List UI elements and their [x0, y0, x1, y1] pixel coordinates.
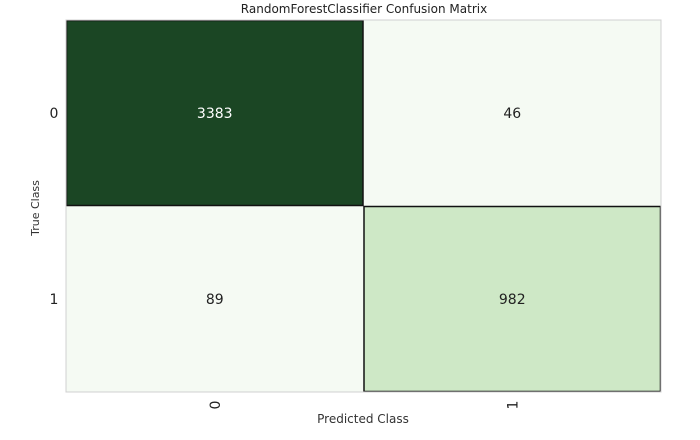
chart-title: RandomForestClassifier Confusion Matrix: [241, 2, 487, 16]
matrix-frame: [65, 19, 662, 393]
ticks-layer: 0 1 0 1: [50, 106, 522, 409]
value-labels-layer: 3383 46 89 982: [197, 106, 526, 308]
cell-true-0-pred-1: [363, 20, 661, 206]
cell-value-label-0-1: 46: [503, 106, 521, 122]
cell-true-1-pred-0: [66, 206, 364, 392]
cell-value-label-1-1: 982: [499, 292, 526, 308]
cells-layer: [65, 19, 662, 393]
x-axis-label: Predicted Class: [317, 412, 409, 426]
cell-true-1-pred-1: [363, 206, 661, 392]
y-axis-label: True Class: [29, 180, 42, 237]
cell-value-label-1-0: 89: [206, 292, 224, 308]
x-tick-label-1: 1: [505, 401, 521, 410]
x-tick-label-0: 0: [208, 401, 224, 410]
y-tick-label-0: 0: [50, 106, 59, 122]
cell-true-0-pred-0: [66, 20, 364, 206]
cell-value-label-0-0: 3383: [197, 106, 233, 122]
y-tick-label-1: 1: [50, 292, 59, 308]
